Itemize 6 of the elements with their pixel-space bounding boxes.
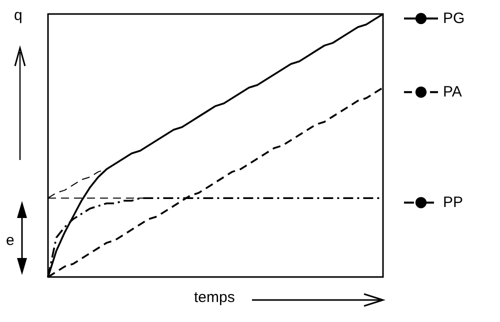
legend-label: PA: [443, 84, 462, 101]
legend-label: PP: [443, 194, 464, 212]
text: q: [14, 7, 22, 24]
text: e: [6, 232, 14, 249]
text: temps: [194, 289, 235, 306]
legend-label: PG: [443, 10, 465, 27]
